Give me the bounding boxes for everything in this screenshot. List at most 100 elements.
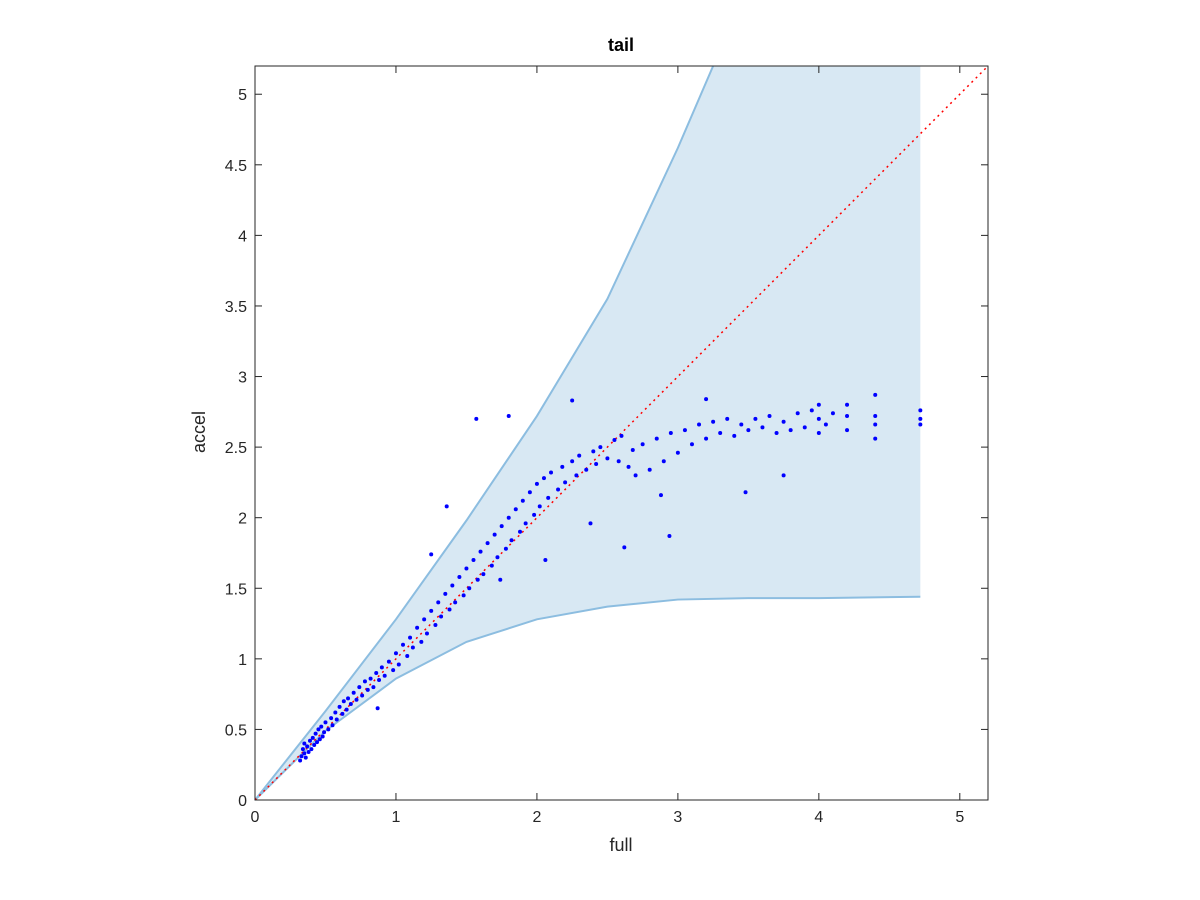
data-point	[307, 738, 312, 743]
data-point	[320, 734, 325, 739]
data-point	[453, 600, 458, 605]
data-point	[816, 416, 821, 421]
data-point	[823, 422, 828, 427]
data-point	[315, 740, 320, 745]
data-point	[675, 450, 680, 455]
data-point	[584, 467, 589, 472]
data-point	[543, 558, 548, 563]
data-point	[360, 693, 365, 698]
axis-ticks: 0 1 2 3 4 5 0 0.5 1 1.5 2 2.5 3 3.5 4 4.5 5	[225, 65, 989, 826]
y-tick-label: 3	[238, 370, 247, 387]
data-point	[668, 431, 673, 435]
data-point	[845, 428, 850, 433]
data-point	[424, 631, 429, 636]
data-point	[704, 436, 709, 441]
data-point	[475, 577, 480, 582]
data-point	[774, 431, 779, 435]
y-tick-label: 4	[238, 228, 247, 245]
plot-area	[254, 65, 989, 801]
data-point	[541, 476, 546, 481]
data-point	[556, 487, 561, 492]
data-point	[612, 438, 617, 443]
data-point	[697, 422, 702, 427]
data-point	[746, 428, 751, 433]
data-point	[323, 720, 328, 725]
data-point	[563, 480, 568, 485]
data-point	[788, 428, 793, 433]
data-point	[351, 690, 356, 695]
data-point	[306, 750, 311, 755]
data-point	[732, 433, 737, 438]
data-point	[503, 546, 508, 551]
data-point	[626, 464, 631, 469]
confidence-band	[255, 66, 921, 800]
reference-line	[254, 65, 989, 801]
data-point	[630, 447, 635, 452]
data-point	[429, 552, 434, 557]
data-point	[485, 541, 490, 546]
data-point	[330, 723, 335, 728]
data-point	[588, 521, 593, 526]
y-tick-label: 0	[238, 793, 247, 810]
data-point	[598, 445, 603, 450]
data-point	[344, 707, 349, 712]
data-point	[298, 758, 303, 763]
data-point	[532, 512, 537, 517]
data-point	[640, 442, 645, 447]
data-point	[534, 481, 539, 486]
data-point	[498, 577, 503, 582]
y-tick-label: 1	[238, 652, 247, 669]
x-tick-label: 0	[251, 809, 260, 826]
data-point	[795, 411, 800, 416]
data-point	[918, 416, 923, 421]
data-point	[313, 731, 318, 736]
data-point	[346, 696, 351, 701]
x-tick-label: 2	[532, 809, 541, 826]
data-point	[622, 545, 627, 550]
data-point	[725, 416, 730, 421]
data-point	[461, 593, 466, 598]
x-tick-label: 1	[392, 809, 401, 826]
data-point	[647, 467, 652, 472]
data-point	[405, 654, 410, 659]
data-point	[594, 462, 599, 467]
data-point	[371, 685, 376, 690]
data-point	[391, 668, 396, 673]
data-point	[379, 665, 384, 670]
data-point	[316, 727, 321, 732]
data-point	[333, 710, 338, 715]
y-axis-label: accel	[189, 411, 209, 453]
data-point	[845, 402, 850, 407]
data-point	[667, 534, 672, 539]
data-point	[340, 711, 345, 716]
data-point	[393, 651, 398, 656]
data-point	[682, 428, 687, 433]
data-point	[433, 622, 438, 627]
data-point	[357, 685, 362, 690]
band-upper-edge	[254, 65, 715, 801]
data-point	[450, 583, 455, 588]
data-point	[410, 645, 415, 650]
data-point	[619, 433, 624, 438]
data-point	[509, 538, 514, 543]
data-point	[374, 670, 379, 675]
data-point	[362, 679, 367, 684]
data-point	[605, 456, 610, 461]
data-point	[546, 495, 551, 500]
data-point	[873, 422, 878, 427]
data-point	[457, 574, 462, 579]
data-point	[918, 422, 923, 427]
data-point	[447, 607, 452, 612]
data-point	[322, 730, 327, 735]
data-point	[781, 419, 786, 424]
data-point	[341, 699, 346, 704]
data-point	[464, 566, 469, 571]
data-point	[375, 706, 380, 711]
data-point	[513, 507, 518, 512]
data-point	[816, 402, 821, 407]
data-point	[478, 549, 483, 554]
data-point	[429, 608, 434, 613]
data-point	[444, 504, 449, 509]
axes-frame	[254, 65, 989, 801]
data-point	[329, 716, 334, 721]
